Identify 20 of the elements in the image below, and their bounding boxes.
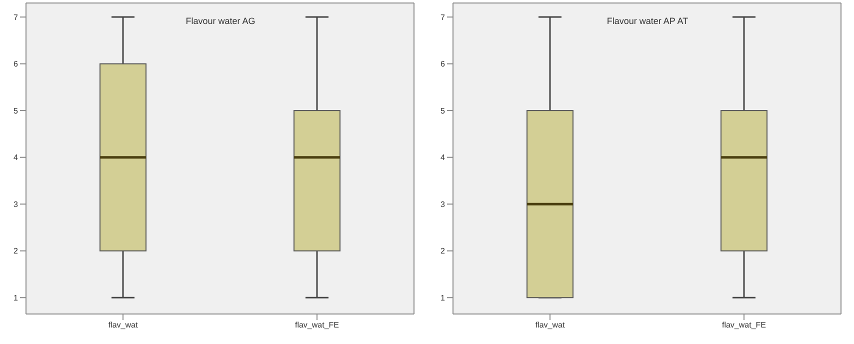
y-tick-label: 4 — [14, 153, 19, 162]
x-tick-label: flav_wat — [535, 320, 566, 330]
y-tick-label: 6 — [14, 60, 19, 69]
y-tick-label: 6 — [440, 60, 446, 69]
x-tick-label: flav_wat_FE — [722, 320, 766, 330]
y-tick-label: 5 — [440, 106, 446, 116]
y-tick-label: 7 — [14, 12, 19, 22]
y-tick-label: 1 — [440, 293, 446, 302]
x-tick-label: flav_wat — [108, 320, 138, 330]
y-tick-label: 1 — [14, 293, 19, 302]
y-tick-label: 2 — [440, 246, 446, 256]
y-tick-label: 3 — [440, 200, 446, 209]
y-tick-label: 4 — [440, 153, 446, 162]
text: Flavour water AG — [184, 16, 256, 26]
x-tick-label: flav_wat_FE — [294, 320, 340, 330]
y-tick-label: 3 — [14, 200, 19, 209]
y-tick-label: 2 — [14, 246, 19, 256]
y-tick-label: 5 — [14, 106, 19, 116]
y-tick-label: 7 — [440, 12, 446, 22]
text: Flavour water AP AT — [606, 16, 690, 26]
